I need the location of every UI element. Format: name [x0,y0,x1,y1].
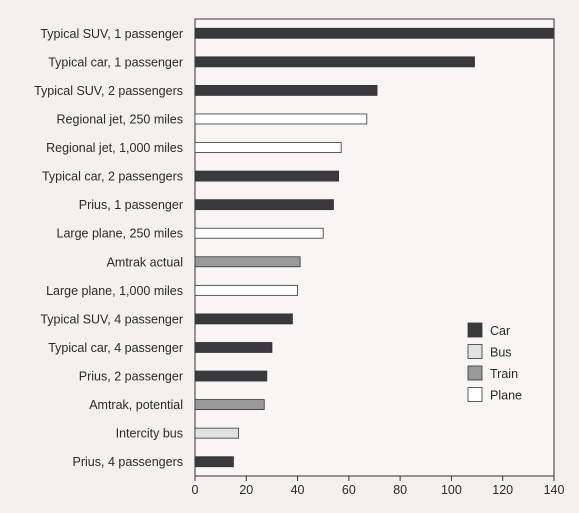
category-label: Typical car, 1 passenger [48,55,183,69]
bar [194,342,273,353]
legend-label: Bus [490,346,512,360]
category-label: Regional jet, 250 miles [57,112,183,126]
bar [194,256,301,268]
x-tick-label: 60 [342,483,356,497]
legend-swatch [467,344,483,359]
bar [194,370,268,382]
legend-swatch [467,365,483,381]
category-label: Amtrak, potential [89,398,183,412]
legend-label: Plane [490,389,522,403]
category-label: Regional jet, 1,000 miles [46,141,183,155]
category-label: Typical SUV, 2 passengers [34,84,183,98]
legend-label: Car [490,324,510,338]
bar [194,399,265,410]
x-tick-label: 100 [441,483,462,497]
legend-swatch [467,322,483,338]
bar [194,85,378,96]
legend-swatch [467,387,483,402]
category-label: Typical SUV, 1 passenger [40,27,183,41]
legend-label: Train [490,367,518,381]
bar [194,284,298,296]
bar [194,313,293,325]
category-label: Typical car, 2 passengers [42,170,183,184]
category-label: Amtrak actual [107,255,183,269]
bar [194,142,342,153]
bar [194,27,555,39]
category-label: Prius, 1 passenger [79,198,183,212]
x-tick-label: 40 [291,483,305,497]
bar [194,199,334,211]
x-tick-label: 80 [393,483,407,497]
bar [194,56,475,68]
bar [194,170,340,182]
category-label: Large plane, 1,000 miles [46,284,183,298]
bar [194,113,368,125]
x-tick-label: 140 [544,483,565,497]
category-label: Prius, 4 passengers [73,455,183,469]
category-label: Prius, 2 passenger [79,370,183,384]
bar [194,456,234,468]
category-label: Large plane, 250 miles [57,227,183,241]
x-tick-label: 20 [239,483,253,497]
category-label: Typical SUV, 4 passenger [40,312,183,326]
x-tick-label: 0 [192,483,199,497]
bar [194,427,239,439]
category-label: Typical car, 4 passenger [48,341,183,355]
category-label: Intercity bus [116,427,183,441]
x-tick-label: 120 [492,483,513,497]
bar [194,227,324,239]
